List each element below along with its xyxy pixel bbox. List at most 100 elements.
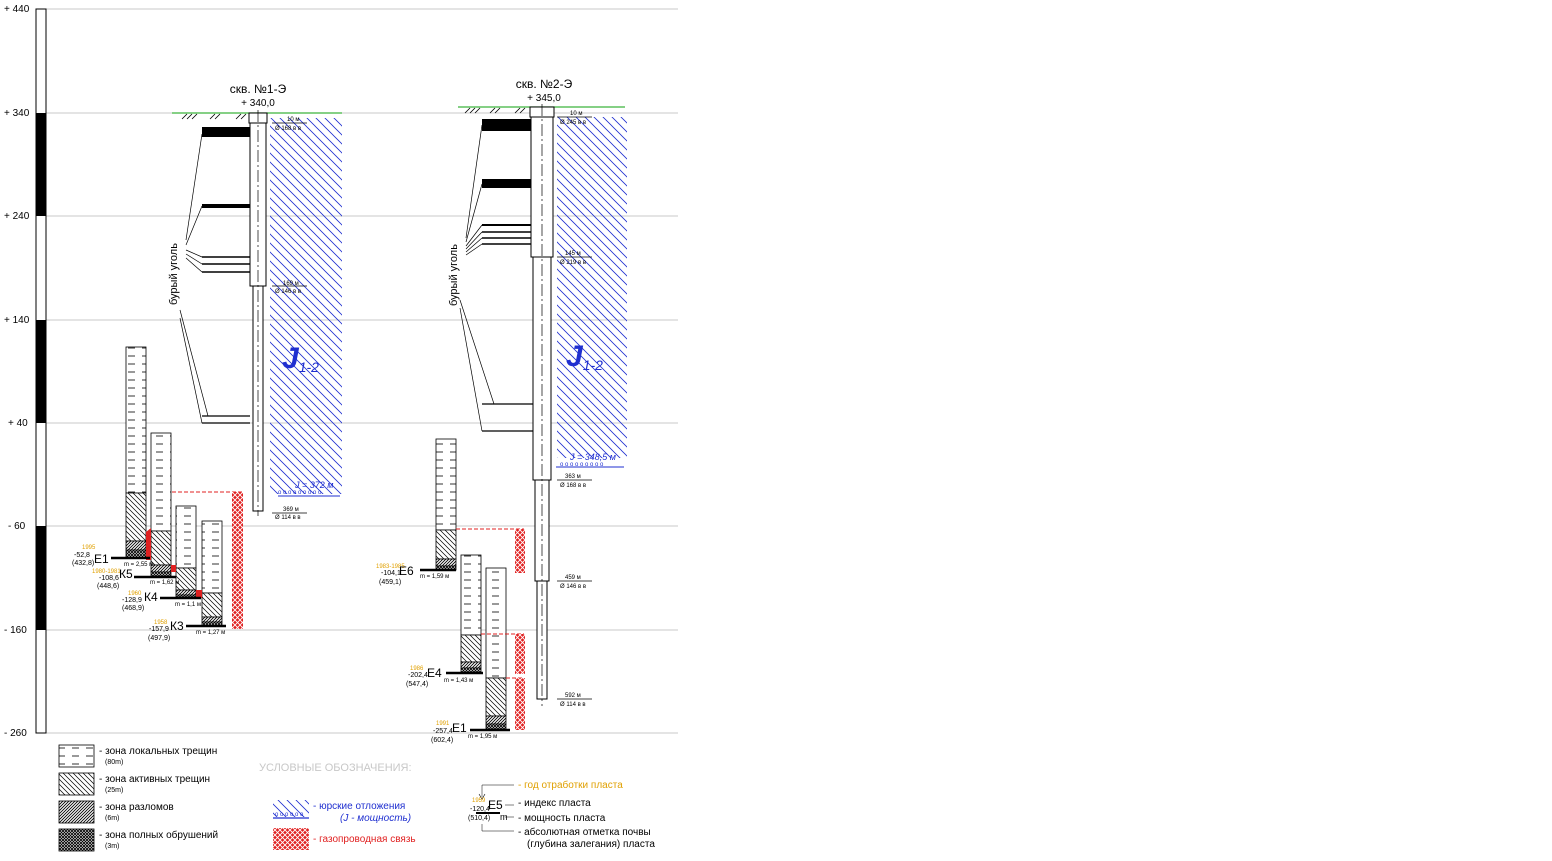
legend-title: УСЛОВНЫЕ ОБОЗНАЧЕНИЯ: bbox=[259, 762, 412, 774]
coal-seam bbox=[482, 179, 531, 188]
impact-column-e6 bbox=[435, 438, 457, 571]
svg-text:(J - мощность): (J - мощность) bbox=[340, 813, 411, 824]
seam-thickness: m = 1,95 м bbox=[468, 734, 497, 740]
svg-text:o o o o o o o o o: o o o o o o o o o bbox=[278, 490, 322, 496]
svg-text:E5: E5 bbox=[488, 798, 503, 812]
seam-year: 1995 bbox=[82, 545, 96, 551]
tick-label: + 40 bbox=[8, 418, 28, 429]
seam-thickness: m = 1,1 м bbox=[175, 602, 201, 608]
svg-text:(25m): (25m) bbox=[105, 787, 123, 794]
casing-depth: 459 м bbox=[565, 575, 581, 581]
impact-column-k3 bbox=[201, 520, 223, 627]
jurassic-thickness: J = 348,5 м bbox=[569, 452, 616, 462]
gas-link-mark bbox=[146, 528, 202, 598]
well-2-elevation: + 345,0 bbox=[527, 93, 561, 104]
svg-text:- юрские отложения: - юрские отложения bbox=[313, 801, 405, 812]
svg-text:(3m): (3m) bbox=[105, 843, 119, 850]
seam-index: E1 bbox=[452, 721, 467, 735]
seam-year: 1980-1981 bbox=[92, 569, 121, 575]
seam-elevation: -157,9 bbox=[149, 626, 169, 633]
seam-e4: 1986 -202,4 (547,4) E4 m = 1,43 м bbox=[406, 666, 483, 688]
casing-depth: 369 м bbox=[283, 507, 299, 513]
seam-e1: 1995 -52,8 (432,8) E1 m = 2,55 м bbox=[72, 545, 153, 568]
svg-text:-120,4: -120,4 bbox=[470, 806, 490, 813]
impact-column-k4 bbox=[175, 505, 197, 599]
seam-depth: (459,1) bbox=[379, 579, 401, 586]
tick-label: + 140 bbox=[4, 315, 30, 326]
impact-column-e1 bbox=[485, 567, 507, 731]
svg-text:(глубина залегания) пласта: (глубина залегания) пласта bbox=[527, 838, 655, 850]
tick-label: + 440 bbox=[4, 4, 30, 15]
seam-index: К5 bbox=[119, 567, 133, 581]
svg-text:- индекс пласта: - индекс пласта bbox=[518, 798, 591, 809]
seam-index: E6 bbox=[399, 564, 414, 578]
tick-label: - 260 bbox=[4, 728, 27, 739]
seam-elevation: -128,9 bbox=[122, 597, 142, 604]
svg-text:o o o o o o o o o: o o o o o o o o o bbox=[560, 462, 604, 468]
seam-elevation: -52,8 bbox=[74, 552, 90, 559]
coal-seam bbox=[202, 127, 250, 137]
seam-year: 1983-1985 bbox=[376, 564, 405, 570]
ground-hatch bbox=[181, 113, 247, 120]
jurassic-subscript: 1-2 bbox=[583, 357, 603, 373]
seam-year: 1991 bbox=[436, 721, 450, 727]
legend: УСЛОВНЫЕ ОБОЗНАЧЕНИЯ: - зона локальных т… bbox=[58, 744, 655, 852]
jurassic-subscript: 1-2 bbox=[299, 359, 319, 375]
svg-text:m: m bbox=[500, 812, 508, 822]
svg-text:(6m): (6m) bbox=[105, 815, 119, 822]
legend-jurassic: o o o o o o - юрские отложения (J - мощн… bbox=[273, 800, 411, 824]
impact-column-k5 bbox=[150, 432, 172, 578]
casing-diameter: Ø 168 в в bbox=[560, 483, 586, 489]
svg-text:(510,4): (510,4) bbox=[468, 815, 490, 822]
seam-depth: (497,9) bbox=[148, 635, 170, 642]
casing-depth: 169 м bbox=[283, 281, 299, 287]
legend-seam-key: 1959 -120,4 (510,4) E5 m - год отработки… bbox=[468, 779, 655, 850]
well-1-name: скв. №1-Э bbox=[230, 82, 287, 96]
impact-column-e1 bbox=[125, 346, 147, 559]
impact-column-e4 bbox=[460, 554, 482, 674]
jurassic-thickness: J = 372 м bbox=[294, 480, 333, 490]
seam-k5: 1980-1981 -108,6 (448,6) К5 m = 1,62 м bbox=[92, 567, 179, 590]
casing-diameter: Ø 114 в в bbox=[275, 515, 301, 521]
coal-seam bbox=[482, 119, 531, 131]
casing-depth: 363 м bbox=[565, 474, 581, 480]
seam-index: К4 bbox=[144, 590, 158, 604]
gas-conducting-zone bbox=[232, 492, 243, 629]
well-2: скв. №2-Э + 345,0 J1-2 J = 348,5 м o o o… bbox=[376, 77, 627, 744]
legend-active-cracks: - зона активных трещин (25m) bbox=[58, 772, 210, 796]
seam-elevation: -202,4 bbox=[408, 672, 428, 679]
ground-hatch bbox=[464, 107, 526, 114]
seam-depth: (468,9) bbox=[122, 605, 144, 612]
casing-diameter: Ø 146 в в bbox=[560, 584, 586, 590]
seam-thickness: m = 2,55 м bbox=[124, 562, 153, 568]
svg-text:J1-2: J1-2 bbox=[282, 342, 319, 375]
casing-depth: 592 м bbox=[565, 693, 581, 699]
seam-depth: (547,4) bbox=[406, 681, 428, 688]
svg-text:- зона локальных трещин: - зона локальных трещин bbox=[99, 746, 217, 757]
svg-text:- год отработки пласта: - год отработки пласта bbox=[518, 779, 623, 791]
seam-e6: 1983-1985 -104,1 (459,1) E6 m = 1,59 м bbox=[376, 564, 456, 586]
coal-leader-lines bbox=[179, 133, 209, 424]
coal-seam bbox=[202, 204, 250, 208]
legend-gas: - газопроводная связь bbox=[273, 828, 416, 850]
svg-text:J1-2: J1-2 bbox=[566, 340, 603, 373]
jurassic-symbol: J bbox=[566, 340, 584, 373]
coal-leader-lines bbox=[459, 124, 495, 432]
seam-thickness: m = 1,62 м bbox=[150, 580, 179, 586]
casing-depth: 145 м bbox=[565, 251, 581, 257]
gas-conducting-zone bbox=[515, 678, 525, 730]
svg-text:- зона разломов: - зона разломов bbox=[99, 802, 174, 813]
casing-depth: 10 м bbox=[287, 117, 299, 123]
seam-depth: (432,8) bbox=[72, 560, 94, 567]
seam-elevation: -108,6 bbox=[99, 575, 119, 582]
casing-diameter: Ø 146 в в bbox=[275, 289, 301, 295]
seam-thickness: m = 1,27 м bbox=[196, 630, 225, 636]
tick-label: - 160 bbox=[4, 625, 27, 636]
jurassic-deposits-zone bbox=[270, 118, 342, 494]
svg-text:- абсолютная отметка почвы: - абсолютная отметка почвы bbox=[518, 826, 651, 838]
seam-year: 1958 bbox=[154, 620, 168, 626]
axis-tick-labels: + 440 + 340 + 240 + 140 + 40 - 60 - 160 … bbox=[4, 4, 30, 739]
svg-text:- мощность пласта: - мощность пласта bbox=[518, 813, 606, 824]
svg-text:o o o o o o: o o o o o o bbox=[275, 812, 304, 818]
